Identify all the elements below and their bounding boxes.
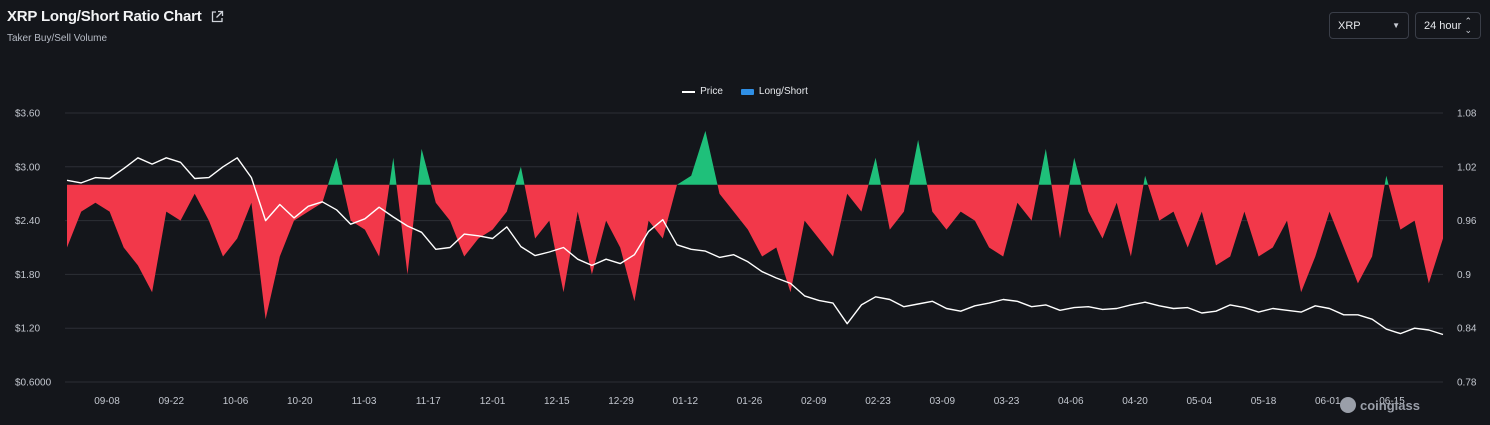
chevron-down-icon: ▼ bbox=[1392, 21, 1400, 30]
page-title: XRP Long/Short Ratio Chart bbox=[7, 8, 202, 25]
chart-legend: Price Long/Short bbox=[0, 86, 1490, 97]
external-link-icon[interactable] bbox=[210, 10, 224, 24]
long-area bbox=[67, 130, 1443, 185]
x-tick-label: 04-06 bbox=[1058, 396, 1084, 407]
x-tick-label: 05-18 bbox=[1251, 396, 1277, 407]
price-line bbox=[66, 157, 1444, 336]
legend-ratio-label: Long/Short bbox=[758, 86, 808, 97]
left-tick-label: $1.80 bbox=[15, 270, 40, 281]
legend-item-long-short[interactable]: Long/Short bbox=[740, 86, 808, 97]
left-tick-label: $3.00 bbox=[15, 162, 40, 173]
x-axis: 09-08 09-22 10-06 10-20 11-03 11-17 12-01 12-15… bbox=[94, 396, 1405, 407]
right-tick-label: 0.78 bbox=[1457, 378, 1477, 389]
right-tick-label: 0.96 bbox=[1457, 216, 1477, 227]
x-tick-label: 06-15 bbox=[1379, 396, 1405, 407]
coinglass-logo-icon bbox=[1340, 397, 1356, 413]
x-tick-label: 02-23 bbox=[865, 396, 891, 407]
x-tick-label: 12-29 bbox=[608, 396, 634, 407]
controls: XRP ▼ 24 hour ⌃ ⌄ bbox=[1329, 12, 1481, 39]
x-tick-label: 05-04 bbox=[1186, 396, 1212, 407]
x-tick-label: 12-01 bbox=[480, 396, 506, 407]
legend-item-price[interactable]: Price bbox=[682, 86, 723, 97]
left-tick-label: $3.60 bbox=[15, 109, 40, 120]
ratio-area-group bbox=[67, 130, 1443, 320]
x-tick-label: 10-06 bbox=[223, 396, 249, 407]
right-tick-label: 0.9 bbox=[1457, 270, 1471, 281]
updown-icon: ⌃ ⌄ bbox=[1464, 15, 1472, 35]
x-tick-label: 11-17 bbox=[416, 396, 441, 407]
left-tick-label: $1.20 bbox=[15, 324, 40, 335]
x-tick-label: 02-09 bbox=[801, 396, 827, 407]
x-tick-label: 03-09 bbox=[929, 396, 955, 407]
left-tick-label: $0.6000 bbox=[15, 378, 52, 389]
x-tick-label: 03-23 bbox=[994, 396, 1020, 407]
coinglass-watermark: coinglass bbox=[1340, 397, 1420, 413]
legend-price-label: Price bbox=[700, 86, 723, 97]
watermark-text: coinglass bbox=[1360, 397, 1420, 413]
x-tick-label: 12-15 bbox=[544, 396, 570, 407]
symbol-select-value: XRP bbox=[1338, 19, 1361, 32]
interval-select-value: 24 hour bbox=[1424, 19, 1462, 32]
x-tick-label: 10-20 bbox=[287, 396, 313, 407]
x-tick-label: 09-08 bbox=[94, 396, 120, 407]
x-tick-label: 11-03 bbox=[352, 396, 377, 407]
right-axis: 0.78 0.84 0.9 0.96 1.02 1.08 bbox=[1457, 109, 1477, 389]
left-axis: $0.6000 $1.20 $1.80 $2.40 $3.00 $3.60 bbox=[15, 109, 52, 389]
right-tick-label: 1.08 bbox=[1457, 109, 1477, 120]
legend-box-swatch bbox=[740, 88, 754, 95]
chart-subtitle: Taker Buy/Sell Volume bbox=[7, 33, 108, 44]
interval-select[interactable]: 24 hour ⌃ ⌄ bbox=[1415, 12, 1481, 39]
x-tick-label: 01-12 bbox=[672, 396, 698, 407]
price-line-group bbox=[66, 157, 1444, 336]
symbol-select[interactable]: XRP ▼ bbox=[1329, 12, 1409, 39]
short-area bbox=[67, 184, 1443, 320]
x-tick-label: 04-20 bbox=[1122, 396, 1148, 407]
x-tick-label: 01-26 bbox=[737, 396, 763, 407]
right-tick-label: 1.02 bbox=[1457, 162, 1477, 173]
right-tick-label: 0.84 bbox=[1457, 324, 1477, 335]
x-tick-label: 06-01 bbox=[1315, 396, 1341, 407]
x-tick-label: 09-22 bbox=[158, 396, 184, 407]
left-tick-label: $2.40 bbox=[15, 216, 40, 227]
legend-line-swatch bbox=[682, 90, 696, 93]
title-row: XRP Long/Short Ratio Chart bbox=[7, 8, 224, 25]
